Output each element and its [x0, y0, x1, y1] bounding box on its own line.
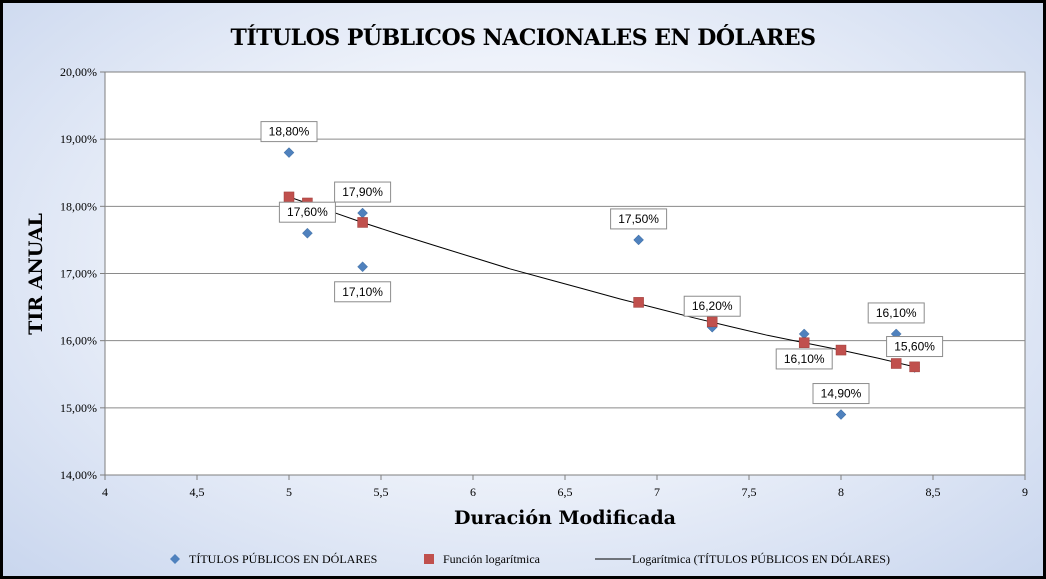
y-tick-label: 16,00% [60, 334, 97, 348]
x-tick-label: 7,5 [742, 485, 757, 499]
x-tick-label: 6,5 [558, 485, 573, 499]
trendline-layer [288, 196, 915, 368]
data-label: 16,10% [876, 306, 917, 320]
data-label-box [775, 348, 833, 370]
diamond-point [357, 261, 368, 273]
data-label-box [867, 302, 925, 324]
x-axis-title: Duración Modificada [454, 507, 676, 529]
data-label-box [334, 181, 392, 203]
legend-label: Logarítmica (TÍTULOS PÚBLICOS EN DÓLARES… [632, 552, 890, 566]
square-point [798, 337, 810, 348]
square-point [633, 297, 644, 308]
data-label: 17,10% [342, 285, 383, 299]
data-label: 17,60% [287, 205, 328, 219]
y-tick-label: 17,00% [60, 267, 97, 281]
diamond-point [302, 227, 313, 239]
y-tick-label: 20,00% [60, 65, 97, 79]
gridlines [105, 138, 1025, 409]
y-tick-label: 18,00% [60, 199, 97, 213]
legend-diamond-icon [170, 554, 180, 564]
data-label-box [610, 208, 668, 230]
legend-label: Función logarítmica [443, 552, 541, 566]
diamond-point [633, 234, 644, 246]
square-point [357, 217, 368, 228]
data-label-box [278, 201, 336, 223]
data-label: 17,90% [342, 185, 383, 199]
data-label: 16,10% [784, 352, 825, 366]
y-tick-label: 14,00% [60, 468, 97, 482]
diamond-point [283, 147, 295, 158]
x-tick-label: 6 [470, 485, 476, 499]
y-tick-label: 15,00% [60, 401, 97, 415]
square-point [835, 344, 847, 356]
x-tick-label: 8 [838, 485, 844, 499]
data-label: 18,80% [269, 125, 310, 139]
legend-label: TÍTULOS PÚBLICOS EN DÓLARES [189, 552, 377, 566]
square-point [706, 316, 718, 328]
legend-square-icon [424, 554, 434, 564]
data-label: 15,60% [894, 340, 935, 354]
trendline [288, 196, 915, 368]
data-label: 16,20% [692, 299, 733, 313]
data-label-layer: 18,80% 17,90% 17,60% 17,10% 17,50% 16,20% 16,1… [260, 121, 944, 405]
data-label-box [260, 121, 318, 143]
data-label-box [886, 336, 944, 358]
diamond-point [835, 409, 847, 420]
x-tick-label: 5 [286, 485, 292, 499]
y-axis-ticks: 14,00% 15,00% 16,00% 17,00% 18,00% 19,00% 20,0… [60, 65, 105, 482]
chart-title: TÍTULOS PÚBLICOS NACIONALES EN DÓLARES [230, 25, 816, 51]
x-tick-label: 9 [1022, 485, 1028, 499]
data-label-box [812, 383, 870, 405]
legend: TÍTULOS PÚBLICOS EN DÓLARES Función logar… [170, 552, 890, 566]
data-label-box [683, 295, 741, 317]
x-tick-label: 7 [654, 485, 660, 499]
x-tick-label: 4 [102, 485, 108, 499]
y-axis-title: TIR ANUAL [25, 213, 47, 335]
square-point [909, 361, 920, 373]
square-point [890, 358, 902, 369]
chart-svg: 14,00% 15,00% 16,00% 17,00% 18,00% 19,00% 20,0… [25, 65, 1028, 566]
data-label-box [334, 281, 392, 303]
data-label: 14,90% [821, 387, 862, 401]
square-point [283, 191, 295, 203]
x-axis-ticks: 4 4,5 5 5,5 6 6,5 7 7,5 8 8,5 9 [102, 475, 1028, 499]
x-tick-label: 5,5 [374, 485, 389, 499]
y-tick-label: 19,00% [60, 132, 97, 146]
x-tick-label: 8,5 [926, 485, 941, 499]
data-label: 17,50% [618, 212, 659, 226]
x-tick-label: 4,5 [190, 485, 205, 499]
